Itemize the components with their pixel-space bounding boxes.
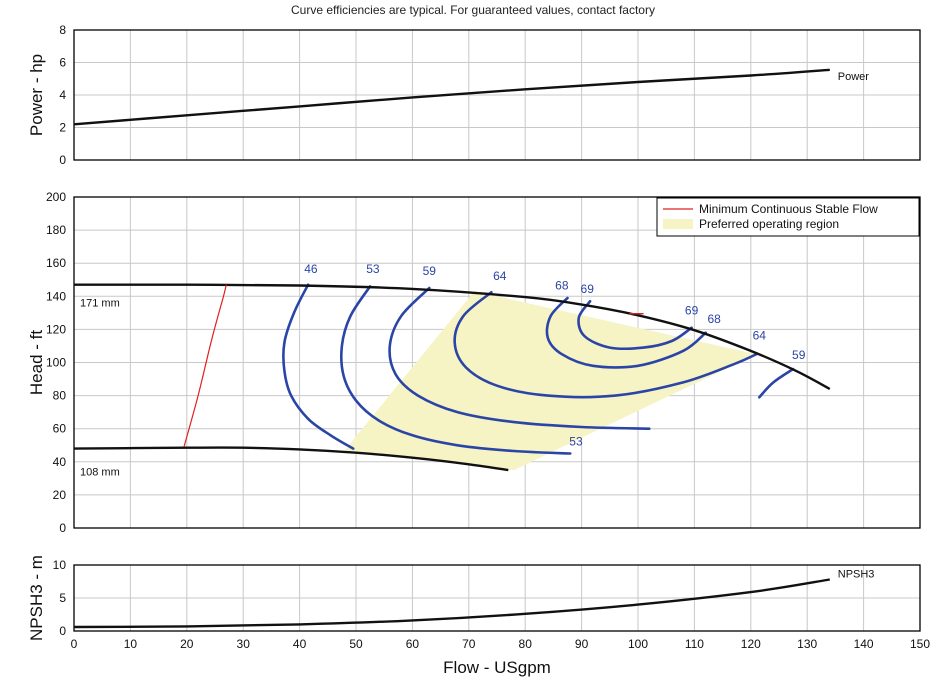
x-tick-label: 0: [71, 637, 78, 651]
efficiency-contour-label: 53: [569, 434, 583, 448]
npsh3-curve: [73, 578, 830, 629]
efficiency-contour-label: 59: [792, 348, 806, 362]
x-tick-label: 110: [685, 637, 704, 651]
head-y-tick-label: 60: [53, 422, 67, 436]
head-y-tick-label: 20: [53, 488, 67, 502]
efficiency-contour-label: 46: [304, 262, 318, 276]
x-tick-label: 120: [741, 637, 761, 651]
x-tick-label: 70: [462, 637, 476, 651]
npsh-y-tick-label: 0: [59, 624, 66, 638]
head-y-tick-label: 40: [53, 455, 67, 469]
power-series-label: Power: [838, 71, 870, 83]
impeller-curve-label: 171 mm: [80, 298, 120, 310]
efficiency-contour-label: 64: [753, 328, 767, 342]
efficiency-contour-label: 69: [581, 282, 595, 296]
head-y-tick-label: 100: [46, 356, 66, 370]
head-y-axis-label: Head - ft: [27, 330, 46, 395]
efficiency-contour: [758, 367, 795, 399]
x-tick-label: 90: [575, 637, 589, 651]
x-tick-label: 60: [406, 637, 420, 651]
impeller-curve: [73, 283, 831, 391]
head-y-tick-label: 200: [46, 190, 66, 204]
power-y-tick-label: 6: [59, 56, 66, 70]
efficiency-contour: [388, 286, 651, 430]
npsh-y-tick-label: 10: [53, 558, 67, 572]
power-y-tick-label: 4: [59, 88, 66, 102]
npsh-y-axis-label: NPSH3 - m: [27, 555, 46, 641]
x-tick-label: 10: [124, 637, 138, 651]
head-frame: [73, 196, 921, 529]
efficiency-contour: [282, 283, 355, 450]
x-tick-label: 100: [628, 637, 648, 651]
power-frame: [73, 29, 921, 161]
efficiency-contour: [340, 285, 572, 455]
x-tick-label: 80: [519, 637, 533, 651]
npsh-panel: 0 5 10 NPSH3 - m NPSH3 0 10 20 30 40 50 60 70 80 90 100…: [27, 555, 930, 677]
efficiency-contour-label: 69: [685, 304, 699, 318]
npsh3-series-label: NPSH3: [838, 569, 875, 581]
curve-efficiency-note: Curve efficiencies are typical. For guar…: [291, 3, 655, 17]
power-y-tick-label: 2: [59, 121, 66, 135]
efficiency-contour-label: 53: [366, 262, 380, 276]
x-axis-label: Flow - USgpm: [443, 658, 551, 677]
x-tick-label: 140: [854, 637, 874, 651]
power-panel: 0 2 4 6 8 Power - hp Power: [27, 23, 921, 167]
efficiency-contour: [577, 300, 693, 351]
npsh-frame: [73, 564, 921, 632]
x-tick-label: 40: [293, 637, 307, 651]
efficiency-contour-label: 64: [493, 269, 507, 283]
preferred-operating-region: [344, 291, 757, 471]
x-tick-label: 20: [180, 637, 194, 651]
efficiency-contour-label: 68: [707, 312, 721, 326]
power-y-axis-label: Power - hp: [27, 54, 46, 136]
head-y-tick-label: 120: [46, 322, 66, 336]
x-tick-label: 150: [910, 637, 930, 651]
x-tick-label: 30: [237, 637, 251, 651]
legend-entry-label: Preferred operating region: [699, 217, 839, 231]
impeller-curve-label: 108 mm: [80, 467, 120, 479]
power-curve: [73, 68, 830, 126]
efficiency-contour: [545, 296, 707, 369]
legend-box: [656, 197, 920, 237]
head-y-tick-label: 0: [59, 521, 66, 535]
efficiency-contour-label: 68: [555, 279, 569, 293]
efficiency-contour: [453, 290, 758, 399]
legend-entry-label: Minimum Continuous Stable Flow: [699, 202, 878, 216]
npsh-y-tick-label: 5: [59, 591, 66, 605]
head-y-tick-label: 160: [46, 256, 66, 270]
power-y-tick-label: 0: [59, 153, 66, 167]
x-tick-label: 130: [797, 637, 817, 651]
x-tick-label: 50: [349, 637, 363, 651]
impeller-curve: [73, 446, 509, 472]
efficiency-contour-label: 59: [423, 264, 437, 278]
power-y-tick-label: 8: [59, 23, 66, 37]
head-y-tick-label: 180: [46, 223, 66, 237]
head-legend: Minimum Continuous Stable FlowPreferred …: [656, 197, 920, 237]
head-y-tick-label: 80: [53, 389, 67, 403]
head-y-tick-label: 140: [46, 289, 66, 303]
min-continuous-stable-flow-line: [183, 284, 227, 448]
legend-swatch-preferred-region: [663, 219, 693, 229]
head-panel: 0 20 40 60 80 100 120 140 160 180 200 Head - ft 171 …: [27, 190, 921, 535]
